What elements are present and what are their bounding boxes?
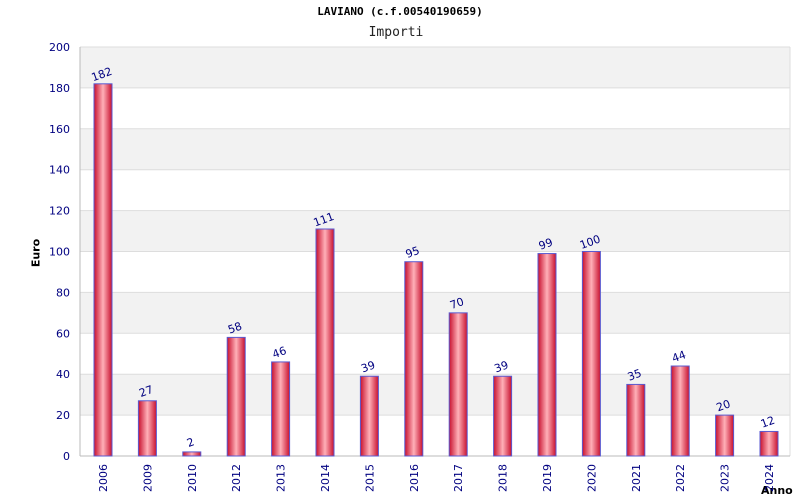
data-label: 44 [670, 348, 688, 365]
chart-subtitle: Importi [368, 25, 424, 40]
data-label: 39 [359, 358, 377, 375]
bar [759, 430, 779, 457]
bar [226, 336, 246, 457]
x-tick-label: 2022 [674, 464, 687, 492]
chart-title: LAVIANO (c.f.00540190659) [317, 5, 483, 18]
bar [271, 361, 291, 457]
data-label: 12 [759, 414, 777, 431]
y-tick-label: 40 [56, 368, 70, 381]
bar [537, 253, 557, 457]
x-tick-label: 2018 [497, 464, 510, 492]
y-tick-label: 0 [63, 450, 70, 463]
data-label: 99 [537, 236, 555, 253]
x-tick-label: 2009 [141, 464, 154, 492]
x-tick-label: 2013 [275, 464, 288, 492]
data-label: 20 [715, 397, 733, 414]
bar [626, 383, 646, 457]
x-tick-label: 2019 [541, 464, 554, 492]
y-tick-label: 80 [56, 286, 70, 299]
grid-band [80, 210, 790, 252]
y-tick-label: 60 [56, 327, 70, 340]
data-label: 35 [626, 367, 644, 384]
bar [448, 312, 468, 457]
x-tick-label: 2024 [763, 464, 776, 492]
x-axis-label: Anno [761, 484, 793, 497]
x-tick-label: 2012 [230, 464, 243, 492]
x-tick-label: 2006 [97, 464, 110, 492]
data-label: 70 [448, 295, 466, 312]
data-label: 58 [226, 320, 244, 337]
y-tick-label: 120 [49, 205, 70, 218]
data-label: 46 [271, 344, 289, 361]
data-label: 27 [137, 383, 155, 400]
x-tick-label: 2020 [585, 464, 598, 492]
x-tick-label: 2017 [452, 464, 465, 492]
bar [137, 400, 157, 457]
x-tick-label: 2023 [719, 464, 732, 492]
bar [359, 375, 379, 457]
data-label: 39 [493, 358, 511, 375]
bar [715, 414, 735, 457]
y-tick-label: 20 [56, 409, 70, 422]
bar [93, 83, 113, 457]
x-tick-label: 2014 [319, 464, 332, 492]
grid-band [80, 292, 790, 334]
x-tick-label: 2010 [186, 464, 199, 492]
y-tick-label: 200 [49, 41, 70, 54]
grid-band [80, 128, 790, 170]
grid-band [80, 47, 790, 88]
bar [404, 261, 424, 457]
x-tick-label: 2015 [363, 464, 376, 492]
y-tick-label: 160 [49, 123, 70, 136]
y-tick-label: 180 [49, 82, 70, 95]
y-tick-label: 100 [49, 246, 70, 259]
bar [182, 451, 202, 457]
x-tick-label: 2016 [408, 464, 421, 492]
y-tick-label: 140 [49, 164, 70, 177]
data-label: 95 [404, 244, 422, 261]
bar [581, 251, 601, 457]
data-label: 2 [185, 435, 196, 450]
bar [315, 228, 335, 457]
bar [670, 365, 690, 457]
bar [493, 375, 513, 457]
x-tick-label: 2021 [630, 464, 643, 492]
